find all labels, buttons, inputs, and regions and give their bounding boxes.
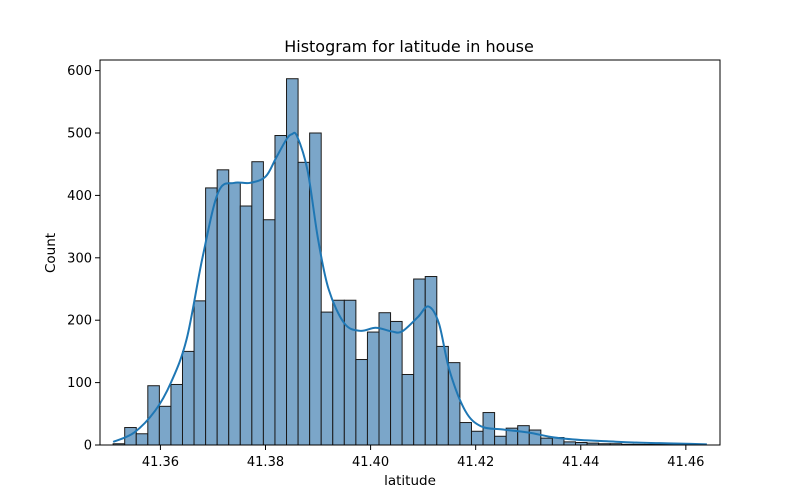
y-tick-label: 100 [67,376,92,391]
x-tick-label: 41.38 [247,455,284,470]
histogram-bar [494,435,507,446]
y-tick-label: 300 [67,251,92,266]
y-tick-label: 0 [84,439,92,454]
histogram-bar [378,312,392,446]
x-axis: 41.36 41.38 41.40 41.42 41.44 41.46 [142,445,704,470]
x-tick-label: 41.40 [352,455,389,470]
y-tick-label: 200 [67,314,92,329]
kde-curve [112,131,707,446]
histogram-bar [297,161,311,446]
x-tick-label: 41.42 [457,455,494,470]
y-tick-label: 400 [67,189,92,204]
histogram-bar [517,425,530,446]
histogram-bar [274,135,288,446]
histogram-bar [216,169,230,446]
histogram-bar [205,187,218,446]
chart-title: Histogram for latitude in house [284,37,534,56]
plot-frame [99,59,721,446]
histogram-bar [390,320,403,446]
histogram-bar [343,299,357,446]
histogram-bar [251,161,264,446]
histogram-bar [320,311,334,446]
histogram-bar [170,383,183,446]
histogram-bar [181,350,195,446]
histogram-bar [147,385,160,446]
histogram-bar [158,405,172,446]
histogram-bar [193,300,207,446]
x-tick-label: 41.46 [667,455,704,470]
histogram-bar [459,422,472,446]
bars-layer [112,78,692,446]
histogram-bar [309,132,322,446]
x-tick-label: 41.44 [562,455,599,470]
y-axis-label: Count [43,233,59,273]
y-tick-label: 500 [67,127,92,142]
histogram-bar [239,205,253,446]
y-tick-label: 600 [67,64,92,79]
histogram-bar [355,359,368,446]
histogram-bar [424,276,438,446]
histogram-bar [470,430,484,446]
x-tick-label: 41.36 [142,455,179,470]
x-axis-label: latitude [384,473,436,489]
histogram-bar [413,278,426,446]
histogram-bar [228,182,241,446]
histogram-bar [540,437,553,446]
histogram-bar [262,219,276,446]
histogram-bar [135,433,149,446]
histogram-bar [401,373,415,446]
y-axis: 0 100 200 300 400 500 600 [67,64,100,454]
histogram-bar [366,331,380,446]
